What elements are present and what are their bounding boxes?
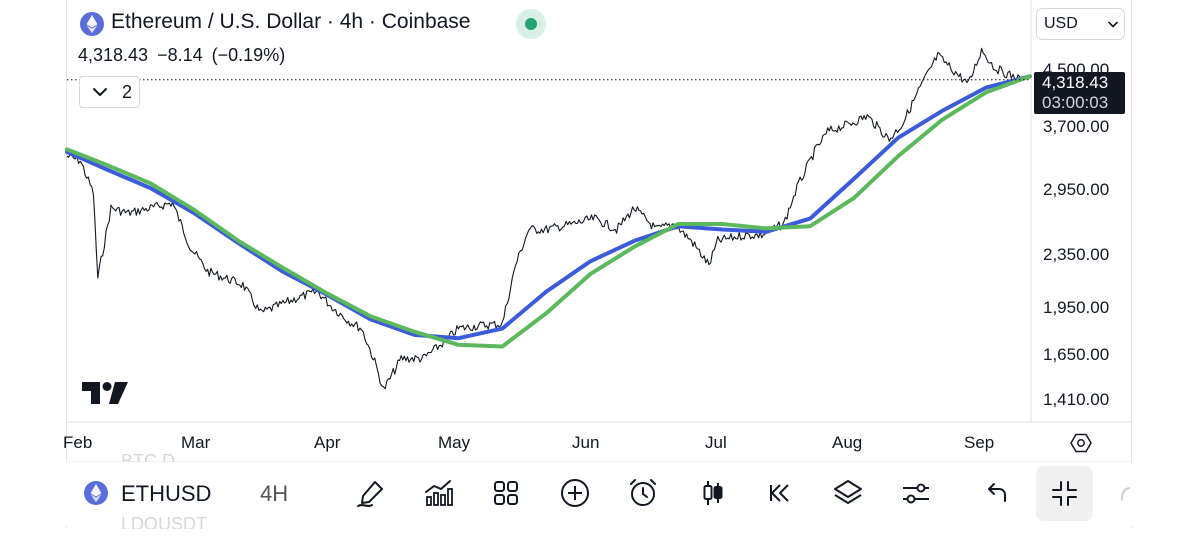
current-price-value: 4,318.43	[1042, 73, 1109, 92]
y-tick-label: 1,410.00	[1043, 390, 1110, 409]
chart-type-button[interactable]	[697, 477, 729, 509]
currency-value: USD	[1044, 15, 1078, 32]
x-tick-label: Apr	[314, 433, 341, 452]
y-tick-label: 2,950.00	[1043, 180, 1110, 199]
add-button[interactable]	[559, 477, 591, 509]
candlestick-icon	[703, 481, 723, 505]
drawing-tool-button[interactable]	[355, 477, 387, 509]
price-change: −8.14	[157, 45, 203, 65]
undo-icon	[988, 483, 1006, 502]
currency-select[interactable]: USD	[1036, 8, 1125, 40]
bar-countdown: 03:00:03	[1042, 93, 1109, 112]
alert-button[interactable]	[627, 477, 659, 509]
ethereum-logo-icon	[80, 12, 104, 36]
x-tick-label: Mar	[181, 433, 211, 452]
partial-toolbar-icon	[1121, 487, 1130, 501]
last-price: 4,318.43	[78, 45, 149, 65]
layers-icon	[834, 480, 862, 504]
ethereum-logo-icon	[84, 481, 108, 505]
indicator-count: 2	[122, 82, 133, 102]
tradingview-logo-icon	[82, 382, 128, 404]
indicators-toggle-button[interactable]: 2	[79, 76, 140, 108]
chevron-down-icon	[93, 88, 107, 96]
settings-sliders-icon	[903, 483, 929, 504]
price-series-line	[66, 47, 1022, 390]
status-dot-icon	[525, 18, 537, 30]
axis-settings-icon[interactable]	[1070, 432, 1092, 454]
chart-frame-left	[66, 0, 67, 528]
x-tick-label: Jun	[572, 433, 600, 452]
chart-frame-right	[1131, 0, 1132, 528]
chart-settings-button[interactable]	[900, 477, 932, 509]
add-circle-icon	[561, 479, 589, 507]
x-tick-label: Sep	[964, 433, 995, 452]
grid-layout-icon	[494, 481, 518, 505]
chevron-down-icon	[1108, 21, 1118, 28]
symbol-button[interactable]: ETHUSD	[121, 481, 212, 506]
y-tick-label: 3,700.00	[1043, 117, 1110, 136]
y-tick-label: 2,350.00	[1043, 245, 1110, 264]
layers-button[interactable]	[832, 477, 864, 509]
layout-button[interactable]	[490, 477, 522, 509]
replay-icon	[770, 484, 789, 502]
price-summary: 4,318.43 −8.14 (−0.19%)	[78, 45, 289, 66]
undo-button[interactable]	[980, 477, 1012, 509]
indicators-icon	[425, 480, 453, 506]
alarm-clock-icon	[630, 479, 656, 506]
chart-title: Ethereum / U.S. Dollar · 4h · Coinbase	[111, 10, 471, 33]
y-tick-label: 1,950.00	[1043, 298, 1110, 317]
x-tick-label: Feb	[63, 433, 93, 452]
drawing-pen-icon	[357, 481, 383, 507]
exit-fullscreen-button[interactable]	[1036, 466, 1093, 521]
bottom-toolbar	[66, 462, 1132, 526]
x-tick-label: May	[438, 433, 471, 452]
indicators-button[interactable]	[422, 477, 454, 509]
ghost-symbol-below: LDOUSDT	[121, 514, 208, 534]
replay-button[interactable]	[764, 477, 796, 509]
exit-fullscreen-icon	[1052, 481, 1077, 506]
current-price-tag: 4,318.43 03:00:03	[1034, 72, 1125, 114]
x-tick-label: Jul	[705, 433, 727, 452]
interval-button[interactable]: 4H	[260, 481, 289, 506]
price-change-percent: (−0.19%)	[211, 45, 286, 65]
moving-average-blue-line	[65, 74, 1032, 341]
market-status-indicator[interactable]	[516, 9, 546, 39]
x-tick-label: Aug	[832, 433, 863, 452]
moving-average-green-line	[65, 74, 1032, 349]
y-tick-label: 1,650.00	[1043, 345, 1110, 364]
